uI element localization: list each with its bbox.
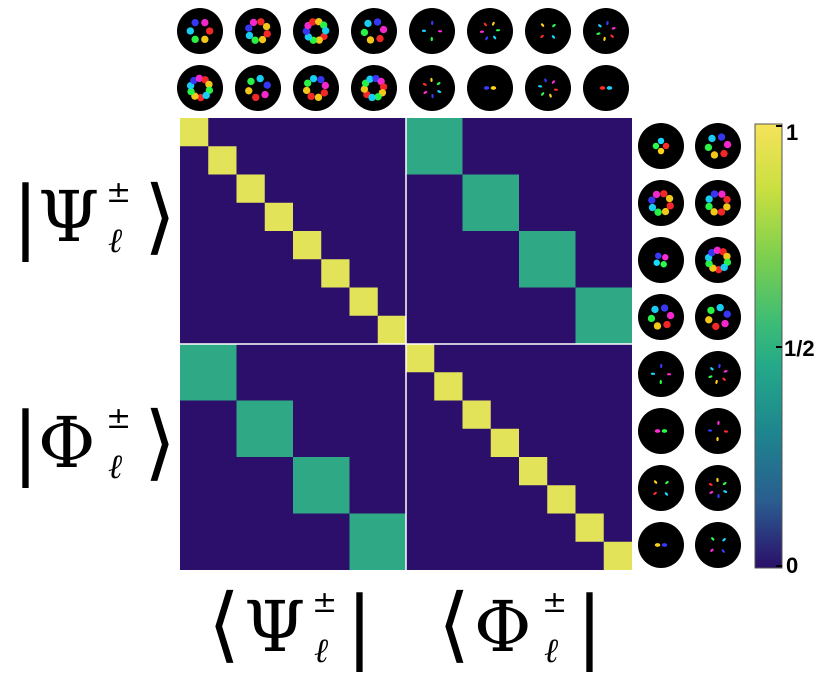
ket-symbol: Φ bbox=[38, 402, 96, 484]
mode-image bbox=[467, 8, 513, 54]
bra-bar: | bbox=[346, 579, 373, 672]
mode-image bbox=[638, 237, 684, 283]
offdiag-cell-top-right bbox=[462, 174, 519, 231]
ket-sup: ± bbox=[106, 401, 132, 436]
diag-cell-bottom-right bbox=[434, 372, 463, 401]
ket-symbol: Ψ bbox=[38, 176, 100, 258]
offdiag-cell-bottom-left bbox=[349, 513, 406, 570]
mode-image bbox=[638, 123, 684, 169]
mode-image bbox=[351, 65, 397, 111]
mode-image bbox=[695, 408, 741, 454]
mode-image bbox=[695, 465, 741, 511]
colorbar-tick-label-0: 0 bbox=[786, 553, 799, 578]
mode-image bbox=[409, 8, 455, 54]
mode-image bbox=[583, 8, 629, 54]
diag-cell-bottom-right bbox=[575, 513, 604, 542]
mode-image bbox=[638, 294, 684, 340]
colorbar-tick-label-half: 1/2 bbox=[784, 336, 815, 361]
diag-cell-bottom-right bbox=[603, 541, 632, 570]
mode-images-top bbox=[177, 8, 629, 111]
bra-sub: ℓ bbox=[314, 631, 329, 671]
ket-bar: | bbox=[12, 395, 39, 488]
mode-image bbox=[638, 408, 684, 454]
col-label-phi-bra: ⟨ Φ ± ℓ | bbox=[438, 582, 608, 692]
diag-cell-top-left bbox=[349, 287, 378, 316]
ket-sup: ± bbox=[106, 175, 132, 210]
bra-sup: ± bbox=[542, 585, 568, 620]
offdiag-cell-bottom-left bbox=[236, 400, 293, 457]
offdiag-cell-top-right bbox=[575, 287, 632, 344]
diag-cell-bottom-right bbox=[462, 400, 491, 429]
bra-symbol: Φ bbox=[474, 586, 532, 668]
diag-cell-top-left bbox=[208, 146, 237, 175]
mode-image bbox=[293, 8, 339, 54]
mode-image bbox=[638, 465, 684, 511]
ket-sub: ℓ bbox=[108, 221, 123, 261]
bra-angle: ⟨ bbox=[208, 577, 240, 672]
mode-image bbox=[467, 65, 513, 111]
bra-angle: ⟨ bbox=[438, 577, 470, 672]
mode-image bbox=[695, 180, 741, 226]
mode-image bbox=[525, 65, 571, 111]
diag-cell-bottom-right bbox=[490, 428, 519, 457]
mode-images-right bbox=[638, 123, 741, 568]
row-label-phi-ket: | Φ ± ℓ ⟩ bbox=[8, 398, 178, 518]
mode-image bbox=[235, 8, 281, 54]
mode-image bbox=[638, 180, 684, 226]
bra-sub: ℓ bbox=[544, 631, 559, 671]
offdiag-cell-bottom-left bbox=[180, 344, 237, 401]
mode-image bbox=[583, 65, 629, 111]
diag-cell-bottom-right bbox=[519, 457, 548, 486]
diag-cell-top-left bbox=[180, 118, 209, 147]
colorbar bbox=[754, 123, 783, 569]
bra-symbol: Ψ bbox=[244, 586, 306, 668]
mode-image bbox=[293, 65, 339, 111]
density-matrix bbox=[180, 118, 632, 570]
ket-sub: ℓ bbox=[108, 447, 123, 487]
mode-image bbox=[235, 65, 281, 111]
mode-image bbox=[695, 294, 741, 340]
ket-angle: ⟩ bbox=[144, 395, 176, 490]
diag-cell-bottom-right bbox=[547, 485, 576, 514]
ket-angle: ⟩ bbox=[144, 169, 176, 264]
diag-cell-top-left bbox=[321, 259, 350, 288]
col-label-psi-bra: ⟨ Ψ ± ℓ | bbox=[208, 582, 378, 692]
mode-image bbox=[695, 237, 741, 283]
row-label-psi-ket: | Ψ ± ℓ ⟩ bbox=[8, 172, 178, 292]
mode-image bbox=[695, 123, 741, 169]
mode-image bbox=[177, 65, 223, 111]
offdiag-cell-top-right bbox=[519, 231, 576, 288]
mode-image bbox=[695, 522, 741, 568]
diag-cell-bottom-right bbox=[406, 344, 435, 373]
mode-image bbox=[351, 8, 397, 54]
mode-image bbox=[638, 522, 684, 568]
diag-cell-top-left bbox=[377, 315, 406, 344]
bra-sup: ± bbox=[312, 585, 338, 620]
mode-image bbox=[695, 351, 741, 397]
offdiag-cell-top-right bbox=[406, 118, 463, 175]
colorbar-tick-label-1: 1 bbox=[786, 120, 799, 145]
ket-bar: | bbox=[12, 169, 39, 262]
bra-bar: | bbox=[576, 579, 603, 672]
mode-image bbox=[525, 8, 571, 54]
diag-cell-top-left bbox=[264, 202, 293, 231]
diag-cell-top-left bbox=[236, 174, 265, 203]
mode-image bbox=[409, 65, 455, 111]
mode-image bbox=[177, 8, 223, 54]
offdiag-cell-bottom-left bbox=[293, 457, 350, 514]
diag-cell-top-left bbox=[293, 231, 322, 260]
mode-image bbox=[638, 351, 684, 397]
